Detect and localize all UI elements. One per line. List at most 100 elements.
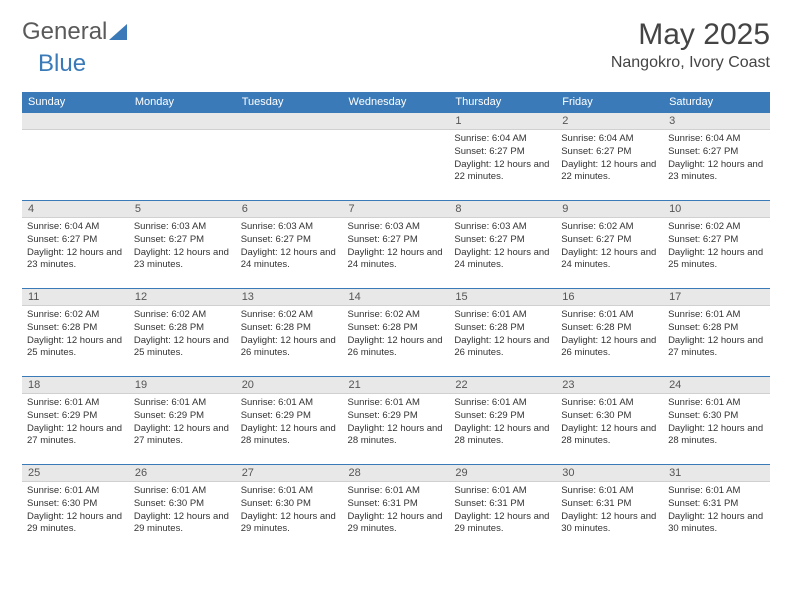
calendar-day: 23Sunrise: 6:01 AMSunset: 6:30 PMDayligh… bbox=[556, 377, 663, 465]
day-body: Sunrise: 6:01 AMSunset: 6:29 PMDaylight:… bbox=[343, 394, 450, 451]
sunset-line: Sunset: 6:27 PM bbox=[454, 234, 551, 247]
day-body: Sunrise: 6:01 AMSunset: 6:28 PMDaylight:… bbox=[663, 306, 770, 363]
day-number: 30 bbox=[556, 465, 663, 482]
sunset-line: Sunset: 6:28 PM bbox=[561, 322, 658, 335]
day-body bbox=[236, 130, 343, 190]
calendar-day: 30Sunrise: 6:01 AMSunset: 6:31 PMDayligh… bbox=[556, 465, 663, 553]
calendar-day: 20Sunrise: 6:01 AMSunset: 6:29 PMDayligh… bbox=[236, 377, 343, 465]
sunset-line: Sunset: 6:30 PM bbox=[241, 498, 338, 511]
day-body: Sunrise: 6:04 AMSunset: 6:27 PMDaylight:… bbox=[556, 130, 663, 187]
day-number bbox=[236, 113, 343, 130]
sunset-line: Sunset: 6:27 PM bbox=[27, 234, 124, 247]
calendar-day: 27Sunrise: 6:01 AMSunset: 6:30 PMDayligh… bbox=[236, 465, 343, 553]
sunset-line: Sunset: 6:27 PM bbox=[668, 146, 765, 159]
day-number: 2 bbox=[556, 113, 663, 130]
weekday-header: Monday bbox=[129, 92, 236, 113]
calendar-week: 11Sunrise: 6:02 AMSunset: 6:28 PMDayligh… bbox=[22, 289, 770, 377]
month-title: May 2025 bbox=[611, 18, 770, 52]
daylight-line: Daylight: 12 hours and 25 minutes. bbox=[134, 335, 231, 361]
day-number: 24 bbox=[663, 377, 770, 394]
day-body: Sunrise: 6:03 AMSunset: 6:27 PMDaylight:… bbox=[129, 218, 236, 275]
sunset-line: Sunset: 6:27 PM bbox=[454, 146, 551, 159]
day-body: Sunrise: 6:01 AMSunset: 6:30 PMDaylight:… bbox=[22, 482, 129, 539]
sunset-line: Sunset: 6:27 PM bbox=[668, 234, 765, 247]
day-body: Sunrise: 6:01 AMSunset: 6:30 PMDaylight:… bbox=[129, 482, 236, 539]
weekday-header: Saturday bbox=[663, 92, 770, 113]
daylight-line: Daylight: 12 hours and 25 minutes. bbox=[668, 247, 765, 273]
calendar-day: 3Sunrise: 6:04 AMSunset: 6:27 PMDaylight… bbox=[663, 113, 770, 201]
sunrise-line: Sunrise: 6:02 AM bbox=[348, 309, 445, 322]
sunset-line: Sunset: 6:28 PM bbox=[454, 322, 551, 335]
calendar-day: 4Sunrise: 6:04 AMSunset: 6:27 PMDaylight… bbox=[22, 201, 129, 289]
day-number: 8 bbox=[449, 201, 556, 218]
daylight-line: Daylight: 12 hours and 30 minutes. bbox=[668, 511, 765, 537]
day-number: 16 bbox=[556, 289, 663, 306]
daylight-line: Daylight: 12 hours and 28 minutes. bbox=[561, 423, 658, 449]
sunset-line: Sunset: 6:30 PM bbox=[27, 498, 124, 511]
day-number: 21 bbox=[343, 377, 450, 394]
calendar-body: 1Sunrise: 6:04 AMSunset: 6:27 PMDaylight… bbox=[22, 113, 770, 553]
day-body: Sunrise: 6:02 AMSunset: 6:28 PMDaylight:… bbox=[343, 306, 450, 363]
calendar-day bbox=[343, 113, 450, 201]
sail-icon bbox=[109, 24, 127, 40]
calendar-table: SundayMondayTuesdayWednesdayThursdayFrid… bbox=[22, 92, 770, 553]
brand-logo: General bbox=[22, 18, 128, 46]
day-number: 22 bbox=[449, 377, 556, 394]
sunrise-line: Sunrise: 6:01 AM bbox=[134, 397, 231, 410]
daylight-line: Daylight: 12 hours and 22 minutes. bbox=[454, 159, 551, 185]
daylight-line: Daylight: 12 hours and 24 minutes. bbox=[348, 247, 445, 273]
calendar-day: 25Sunrise: 6:01 AMSunset: 6:30 PMDayligh… bbox=[22, 465, 129, 553]
day-number: 25 bbox=[22, 465, 129, 482]
day-number: 15 bbox=[449, 289, 556, 306]
weekday-header: Friday bbox=[556, 92, 663, 113]
daylight-line: Daylight: 12 hours and 29 minutes. bbox=[454, 511, 551, 537]
daylight-line: Daylight: 12 hours and 24 minutes. bbox=[454, 247, 551, 273]
day-number: 17 bbox=[663, 289, 770, 306]
sunset-line: Sunset: 6:28 PM bbox=[348, 322, 445, 335]
day-body bbox=[129, 130, 236, 190]
day-body bbox=[22, 130, 129, 190]
day-body: Sunrise: 6:01 AMSunset: 6:29 PMDaylight:… bbox=[449, 394, 556, 451]
sunrise-line: Sunrise: 6:01 AM bbox=[561, 309, 658, 322]
daylight-line: Daylight: 12 hours and 27 minutes. bbox=[668, 335, 765, 361]
sunset-line: Sunset: 6:27 PM bbox=[348, 234, 445, 247]
sunrise-line: Sunrise: 6:01 AM bbox=[241, 485, 338, 498]
daylight-line: Daylight: 12 hours and 23 minutes. bbox=[668, 159, 765, 185]
brand-part1: General bbox=[22, 18, 107, 46]
day-body: Sunrise: 6:01 AMSunset: 6:31 PMDaylight:… bbox=[343, 482, 450, 539]
day-number: 27 bbox=[236, 465, 343, 482]
day-body: Sunrise: 6:01 AMSunset: 6:29 PMDaylight:… bbox=[22, 394, 129, 451]
sunset-line: Sunset: 6:27 PM bbox=[561, 146, 658, 159]
sunset-line: Sunset: 6:28 PM bbox=[27, 322, 124, 335]
sunrise-line: Sunrise: 6:03 AM bbox=[348, 221, 445, 234]
sunrise-line: Sunrise: 6:01 AM bbox=[561, 397, 658, 410]
sunrise-line: Sunrise: 6:02 AM bbox=[134, 309, 231, 322]
sunset-line: Sunset: 6:31 PM bbox=[561, 498, 658, 511]
day-number: 4 bbox=[22, 201, 129, 218]
sunset-line: Sunset: 6:30 PM bbox=[668, 410, 765, 423]
sunrise-line: Sunrise: 6:04 AM bbox=[668, 133, 765, 146]
daylight-line: Daylight: 12 hours and 23 minutes. bbox=[134, 247, 231, 273]
daylight-line: Daylight: 12 hours and 26 minutes. bbox=[561, 335, 658, 361]
title-block: May 2025 Nangokro, Ivory Coast bbox=[611, 18, 770, 72]
day-number: 13 bbox=[236, 289, 343, 306]
calendar-day: 5Sunrise: 6:03 AMSunset: 6:27 PMDaylight… bbox=[129, 201, 236, 289]
daylight-line: Daylight: 12 hours and 25 minutes. bbox=[27, 335, 124, 361]
sunrise-line: Sunrise: 6:02 AM bbox=[27, 309, 124, 322]
day-number: 11 bbox=[22, 289, 129, 306]
calendar-day: 17Sunrise: 6:01 AMSunset: 6:28 PMDayligh… bbox=[663, 289, 770, 377]
sunrise-line: Sunrise: 6:02 AM bbox=[668, 221, 765, 234]
calendar-day: 7Sunrise: 6:03 AMSunset: 6:27 PMDaylight… bbox=[343, 201, 450, 289]
daylight-line: Daylight: 12 hours and 29 minutes. bbox=[134, 511, 231, 537]
day-body: Sunrise: 6:01 AMSunset: 6:28 PMDaylight:… bbox=[556, 306, 663, 363]
day-number: 18 bbox=[22, 377, 129, 394]
daylight-line: Daylight: 12 hours and 26 minutes. bbox=[348, 335, 445, 361]
sunrise-line: Sunrise: 6:01 AM bbox=[668, 397, 765, 410]
location: Nangokro, Ivory Coast bbox=[611, 54, 770, 72]
day-body: Sunrise: 6:01 AMSunset: 6:29 PMDaylight:… bbox=[129, 394, 236, 451]
day-number bbox=[22, 113, 129, 130]
day-number: 19 bbox=[129, 377, 236, 394]
calendar-day: 31Sunrise: 6:01 AMSunset: 6:31 PMDayligh… bbox=[663, 465, 770, 553]
day-body bbox=[343, 130, 450, 190]
sunrise-line: Sunrise: 6:01 AM bbox=[668, 485, 765, 498]
